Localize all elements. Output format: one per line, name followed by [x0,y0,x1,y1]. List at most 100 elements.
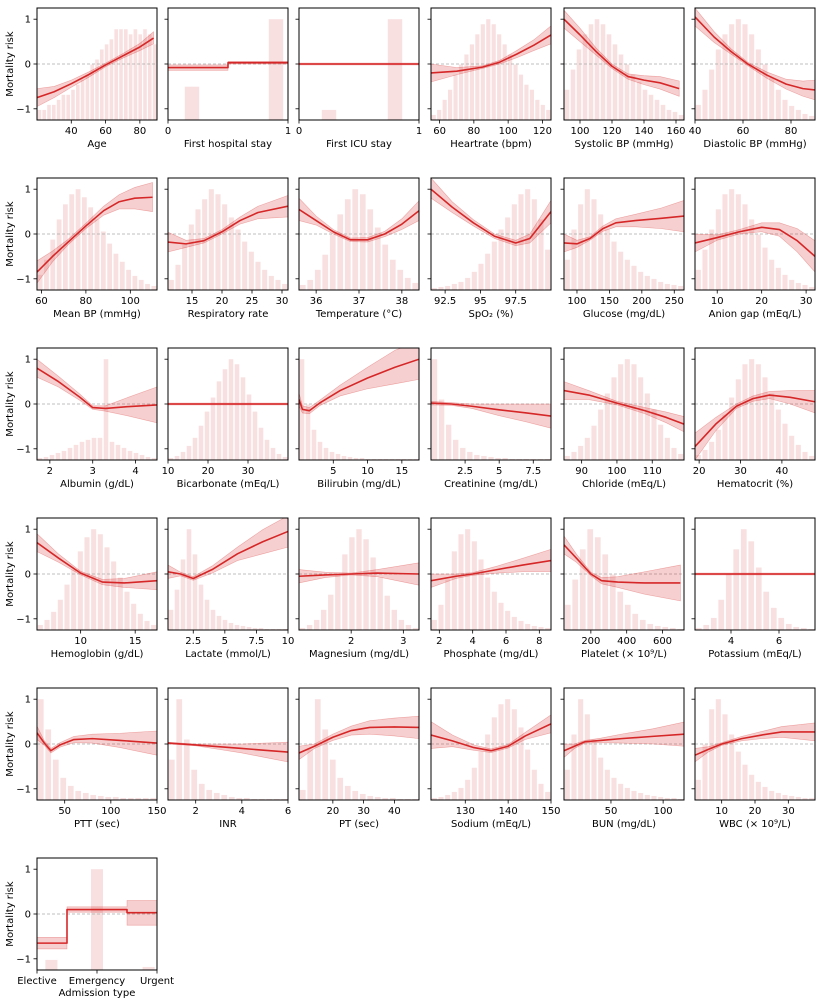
hist-bar [188,224,194,290]
hist-bar [80,79,85,120]
plot-area-inr [168,699,288,800]
x-tick-label: 60 [35,296,48,307]
hist-bar [323,447,329,460]
hist-bar [651,278,657,290]
x-tick-label: 100 [499,126,518,137]
x-tick-label: 130 [456,806,475,817]
plot-area-platelet [564,529,684,630]
confidence-band [431,178,551,246]
hist-bar [123,29,128,120]
subplot-bun: 50 100 BUN (mg/dL) [560,687,685,830]
x-axis-label: Potassium (mEq/L) [708,649,802,660]
plot-area-glucose [564,189,684,290]
hist-bar [513,64,518,120]
hist-bar [451,283,457,290]
hist-bar [413,458,419,460]
hist-bar [695,104,701,120]
hist-bar [518,74,524,120]
hist-bar [281,798,288,800]
hist-bar [618,783,624,800]
hist-bar [322,729,329,800]
hist-bar [664,797,670,800]
hist-bar [664,437,670,460]
hist-bar [138,279,144,290]
x-axis-label: Respiratory rate [188,309,269,320]
hist-bar [145,456,151,460]
hist-bar [538,626,544,630]
plot-area-diastolic-bp [695,8,815,120]
subplot-mean-bp: −1 0 1 Mortality risk 60 80 100 Mean BP (mmHg) [5,177,158,320]
hist-bar [387,19,403,120]
hist-bar [127,450,133,460]
hist-bar [329,234,336,290]
hist-bar [109,441,115,460]
hist-bar [133,452,139,460]
plot-area-temperature [299,189,419,290]
hist-bar [401,458,407,460]
hist-bar [329,759,336,800]
subplot-sodium: 130 140 150 Sodium (mEq/L) [427,687,561,830]
hist-bar [486,19,491,120]
plot-area-admission-type [37,869,157,970]
hist-bar [404,277,411,290]
hist-bar [591,199,597,290]
x-axis-label: BUN (mg/dL) [592,819,656,830]
hist-bar [138,34,143,120]
x-tick-label: 2 [436,636,442,647]
hist-bar [654,625,661,630]
hist-bar [763,591,770,630]
hist-bar [531,769,537,800]
x-axis-label: Anion gap (mEq/L) [709,309,802,320]
hist-bar [105,796,112,800]
risk-curve [695,394,815,448]
hist-bar [624,359,630,460]
subplot-potassium: 4 6 Potassium (mEq/L) [691,517,816,660]
hist-bar [458,281,464,290]
hist-bar [632,613,639,630]
x-tick-label: 150 [600,296,619,307]
hist-bar [755,364,761,460]
confidence-band [37,725,157,756]
hist-bar [785,623,792,630]
hist-bar [322,254,329,290]
x-tick-label: 5 [330,466,336,477]
hist-bar [464,54,469,120]
hist-bar [94,219,100,290]
hist-bar [47,104,51,120]
x-tick-label: 80 [80,296,93,307]
hist-bar [481,455,487,460]
hist-bar [502,44,507,120]
plot-area-anion-gap [695,189,815,290]
subplot-phosphate: 2 4 6 8 Phosphate (mg/dL) [427,517,552,660]
hist-bar [678,453,684,460]
x-axis-label: PT (sec) [339,819,379,830]
hist-bar [518,620,524,630]
hist-bar [460,447,466,460]
hist-bar [77,551,83,630]
x-tick-label: 6 [285,806,291,817]
hist-bar [809,455,815,460]
confidence-band [37,31,154,107]
hist-bar [347,456,353,460]
x-tick-label: 60 [99,126,112,137]
hist-bar [311,429,317,460]
hist-bar [702,89,708,120]
hist-bar [228,622,234,630]
hist-bar [488,456,494,460]
plot-area-first-hospital-stay [168,19,288,120]
hist-bar [618,54,624,120]
hist-bar [600,24,606,120]
x-tick-label: 7.5 [525,466,541,477]
y-tick-label: 0 [25,570,31,581]
x-tick-label: 600 [653,636,672,647]
hist-bar [802,797,808,800]
subplot-first-hospital-stay: 0 1 First hospital stay [164,7,291,150]
hist-bar [742,204,748,290]
hist-bar [695,779,701,800]
hist-bar [359,793,366,800]
hist-bar [485,253,491,290]
x-tick-label: 10 [282,636,295,647]
plot-area-phosphate [431,529,551,630]
x-axis-label: Platelet (× 10⁹/L) [581,649,667,660]
confidence-band [564,381,684,433]
